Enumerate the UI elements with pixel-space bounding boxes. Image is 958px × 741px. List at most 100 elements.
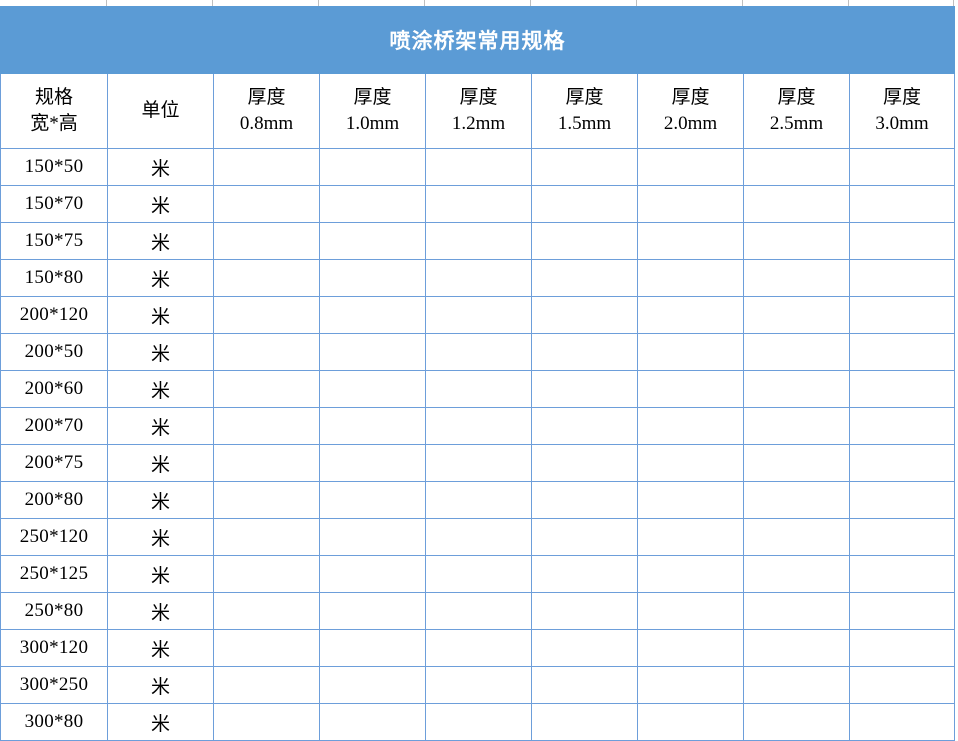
cell-thickness-2[interactable] bbox=[425, 296, 532, 334]
cell-thickness-1[interactable] bbox=[319, 629, 426, 667]
cell-unit[interactable]: 米 bbox=[107, 666, 214, 704]
cell-thickness-3[interactable] bbox=[531, 444, 638, 482]
cell-spec[interactable]: 250*80 bbox=[0, 592, 108, 630]
cell-thickness-2[interactable] bbox=[425, 629, 532, 667]
cell-spec[interactable]: 250*120 bbox=[0, 518, 108, 556]
cell-thickness-0[interactable] bbox=[213, 296, 320, 334]
cell-thickness-3[interactable] bbox=[531, 629, 638, 667]
cell-thickness-6[interactable] bbox=[848, 555, 956, 593]
cell-thickness-1[interactable] bbox=[319, 444, 426, 482]
cell-thickness-4[interactable] bbox=[637, 629, 744, 667]
cell-thickness-0[interactable] bbox=[213, 518, 320, 556]
cell-thickness-1[interactable] bbox=[319, 148, 426, 186]
cell-thickness-3[interactable] bbox=[531, 555, 638, 593]
cell-spec[interactable]: 300*80 bbox=[0, 703, 108, 741]
cell-thickness-4[interactable] bbox=[637, 666, 744, 704]
cell-thickness-6[interactable] bbox=[848, 222, 956, 260]
cell-spec[interactable]: 150*70 bbox=[0, 185, 108, 223]
cell-unit[interactable]: 米 bbox=[107, 555, 214, 593]
cell-thickness-0[interactable] bbox=[213, 370, 320, 408]
cell-spec[interactable]: 150*80 bbox=[0, 259, 108, 297]
cell-thickness-1[interactable] bbox=[319, 185, 426, 223]
cell-thickness-3[interactable] bbox=[531, 185, 638, 223]
cell-thickness-5[interactable] bbox=[743, 518, 850, 556]
cell-thickness-6[interactable] bbox=[848, 185, 956, 223]
cell-thickness-4[interactable] bbox=[637, 444, 744, 482]
cell-thickness-0[interactable] bbox=[213, 333, 320, 371]
cell-unit[interactable]: 米 bbox=[107, 185, 214, 223]
cell-thickness-0[interactable] bbox=[213, 481, 320, 519]
cell-thickness-4[interactable] bbox=[637, 518, 744, 556]
cell-thickness-0[interactable] bbox=[213, 259, 320, 297]
cell-thickness-1[interactable] bbox=[319, 333, 426, 371]
cell-unit[interactable]: 米 bbox=[107, 259, 214, 297]
cell-thickness-5[interactable] bbox=[743, 222, 850, 260]
cell-thickness-1[interactable] bbox=[319, 592, 426, 630]
cell-thickness-3[interactable] bbox=[531, 222, 638, 260]
cell-thickness-3[interactable] bbox=[531, 370, 638, 408]
cell-thickness-2[interactable] bbox=[425, 518, 532, 556]
cell-thickness-5[interactable] bbox=[743, 185, 850, 223]
cell-spec[interactable]: 200*60 bbox=[0, 370, 108, 408]
cell-thickness-0[interactable] bbox=[213, 666, 320, 704]
cell-thickness-5[interactable] bbox=[743, 407, 850, 445]
cell-thickness-6[interactable] bbox=[848, 296, 956, 334]
cell-thickness-5[interactable] bbox=[743, 592, 850, 630]
cell-thickness-1[interactable] bbox=[319, 259, 426, 297]
cell-thickness-3[interactable] bbox=[531, 666, 638, 704]
cell-unit[interactable]: 米 bbox=[107, 703, 214, 741]
cell-thickness-1[interactable] bbox=[319, 296, 426, 334]
cell-thickness-6[interactable] bbox=[848, 444, 956, 482]
cell-thickness-5[interactable] bbox=[743, 148, 850, 186]
cell-thickness-5[interactable] bbox=[743, 333, 850, 371]
cell-thickness-6[interactable] bbox=[848, 333, 956, 371]
cell-spec[interactable]: 200*80 bbox=[0, 481, 108, 519]
cell-thickness-3[interactable] bbox=[531, 296, 638, 334]
cell-thickness-4[interactable] bbox=[637, 703, 744, 741]
cell-thickness-2[interactable] bbox=[425, 148, 532, 186]
cell-thickness-0[interactable] bbox=[213, 407, 320, 445]
cell-spec[interactable]: 200*50 bbox=[0, 333, 108, 371]
cell-thickness-5[interactable] bbox=[743, 259, 850, 297]
cell-thickness-0[interactable] bbox=[213, 629, 320, 667]
cell-thickness-1[interactable] bbox=[319, 518, 426, 556]
cell-thickness-5[interactable] bbox=[743, 629, 850, 667]
cell-thickness-1[interactable] bbox=[319, 481, 426, 519]
cell-thickness-4[interactable] bbox=[637, 259, 744, 297]
cell-unit[interactable]: 米 bbox=[107, 148, 214, 186]
cell-thickness-0[interactable] bbox=[213, 222, 320, 260]
cell-thickness-4[interactable] bbox=[637, 592, 744, 630]
cell-thickness-1[interactable] bbox=[319, 222, 426, 260]
cell-thickness-6[interactable] bbox=[848, 518, 956, 556]
cell-unit[interactable]: 米 bbox=[107, 481, 214, 519]
cell-thickness-1[interactable] bbox=[319, 703, 426, 741]
cell-thickness-6[interactable] bbox=[848, 148, 956, 186]
cell-thickness-1[interactable] bbox=[319, 370, 426, 408]
cell-thickness-5[interactable] bbox=[743, 370, 850, 408]
cell-thickness-2[interactable] bbox=[425, 259, 532, 297]
cell-thickness-2[interactable] bbox=[425, 407, 532, 445]
cell-thickness-4[interactable] bbox=[637, 481, 744, 519]
cell-spec[interactable]: 300*250 bbox=[0, 666, 108, 704]
cell-spec[interactable]: 300*120 bbox=[0, 629, 108, 667]
cell-thickness-3[interactable] bbox=[531, 259, 638, 297]
cell-thickness-4[interactable] bbox=[637, 185, 744, 223]
cell-thickness-4[interactable] bbox=[637, 555, 744, 593]
cell-unit[interactable]: 米 bbox=[107, 222, 214, 260]
cell-thickness-5[interactable] bbox=[743, 703, 850, 741]
cell-thickness-3[interactable] bbox=[531, 333, 638, 371]
cell-thickness-6[interactable] bbox=[848, 629, 956, 667]
cell-thickness-2[interactable] bbox=[425, 592, 532, 630]
cell-thickness-3[interactable] bbox=[531, 407, 638, 445]
cell-thickness-2[interactable] bbox=[425, 222, 532, 260]
cell-thickness-1[interactable] bbox=[319, 407, 426, 445]
cell-unit[interactable]: 米 bbox=[107, 518, 214, 556]
cell-spec[interactable]: 250*125 bbox=[0, 555, 108, 593]
cell-thickness-2[interactable] bbox=[425, 666, 532, 704]
cell-thickness-3[interactable] bbox=[531, 148, 638, 186]
cell-thickness-1[interactable] bbox=[319, 666, 426, 704]
cell-spec[interactable]: 150*75 bbox=[0, 222, 108, 260]
cell-thickness-3[interactable] bbox=[531, 703, 638, 741]
cell-thickness-2[interactable] bbox=[425, 444, 532, 482]
cell-thickness-6[interactable] bbox=[848, 481, 956, 519]
